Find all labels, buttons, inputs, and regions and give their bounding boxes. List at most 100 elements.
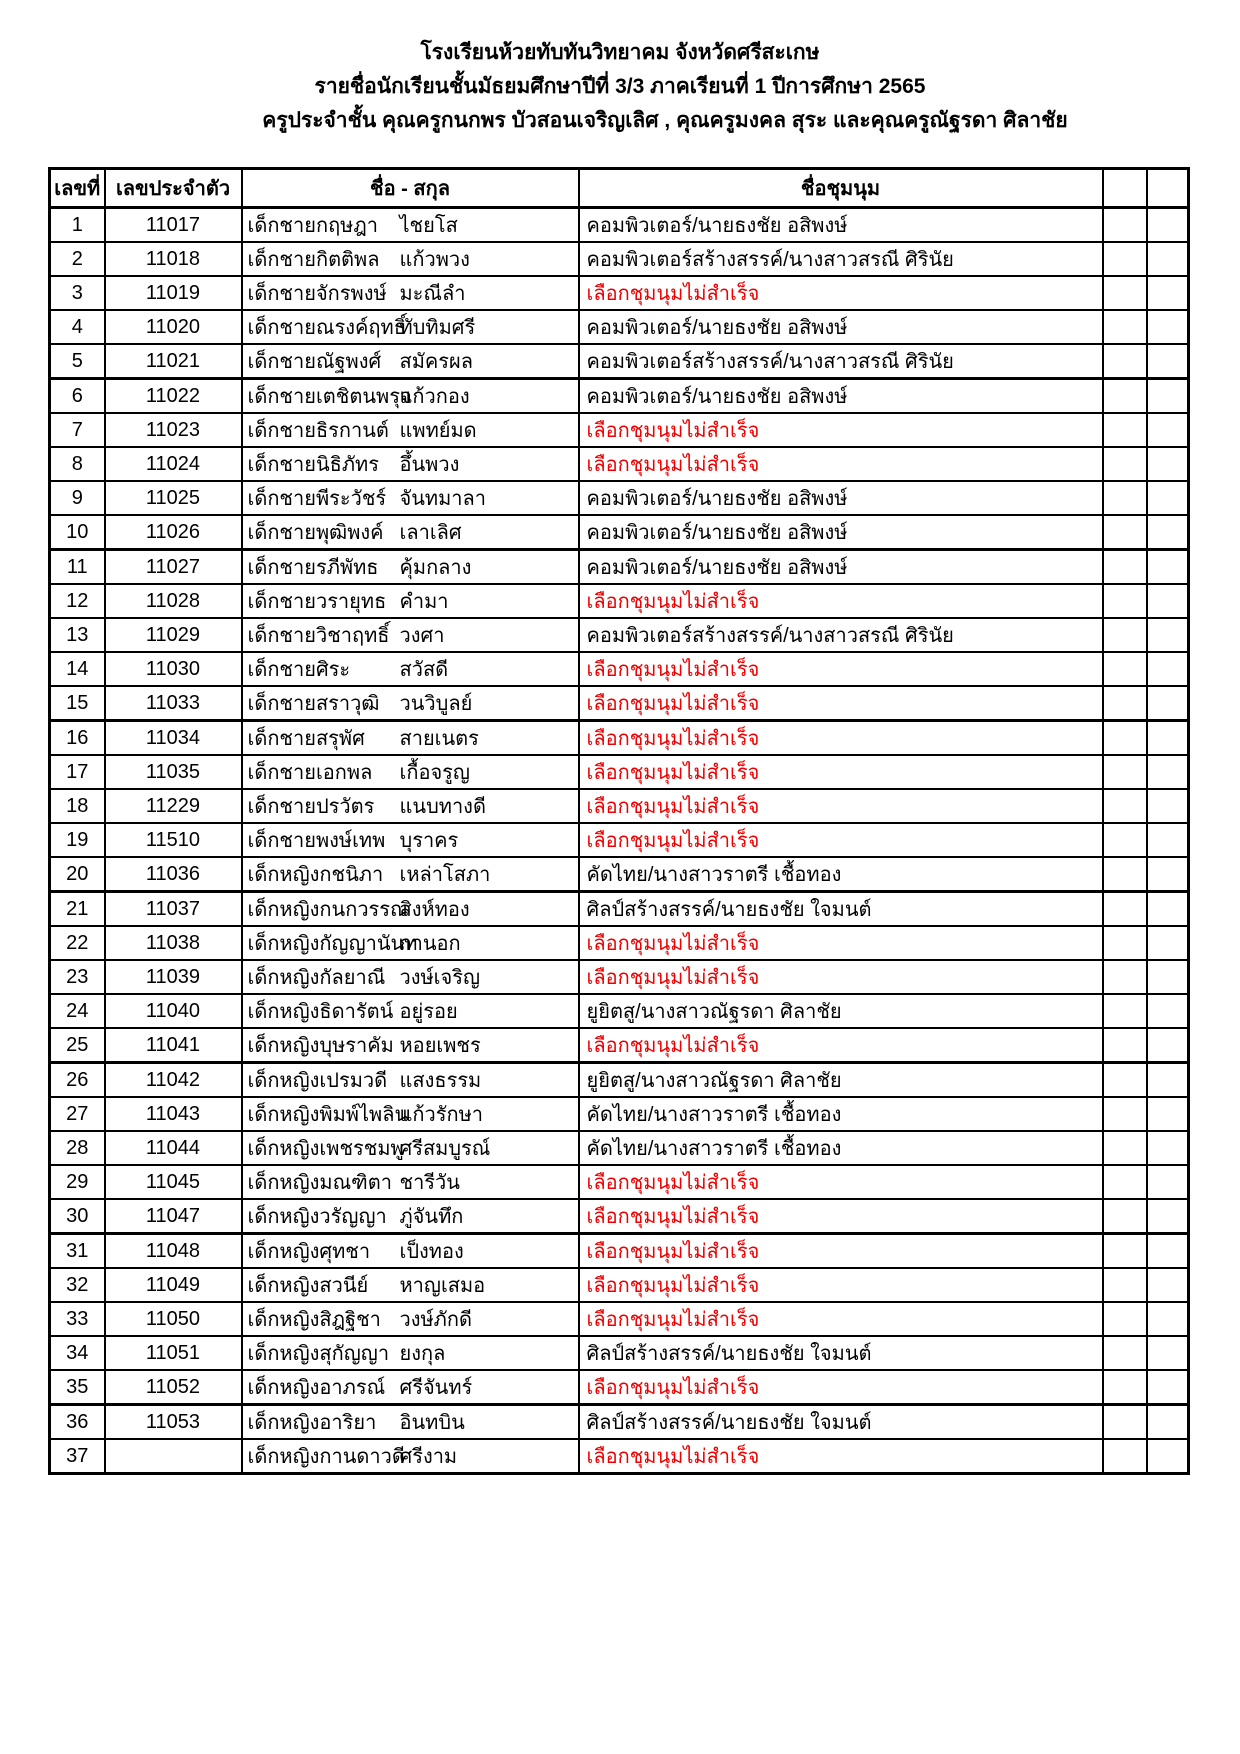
student-name: เด็กชายเอกพล เกื้อจรูญ [240,754,580,790]
empty-cell-2 [1145,309,1190,345]
last-name: วงษ์เจริญ [399,967,481,989]
last-name: เหล่าโสภา [399,864,491,886]
club-name: ศิลป์สร้างสรรค์/นายธงชัย ใจมนต์ [577,1403,1104,1440]
club-name: เลือกชุมนุมไม่สำเร็จ [577,1164,1104,1200]
empty-cell-1 [1101,241,1148,277]
student-name: เด็กหญิงธิดารัตน์ อยู่รอย [240,993,580,1029]
empty-cell-1 [1101,275,1148,311]
club-name: คอมพิวเตอร์/นายธงชัย อสิพงษ์ [577,514,1104,551]
student-name: เด็กชายวิชาฤทธิ์ วงศา [240,617,580,653]
student-name: เด็กหญิงอาริยา อินทบิน [240,1403,580,1440]
row-number: 11 [48,548,106,585]
student-name: เด็กหญิงสุกัญญา ยงกุล [240,1335,580,1371]
last-name: วนวิบูลย์ [399,693,473,715]
empty-cell-2 [1145,890,1190,927]
student-name: เด็กหญิงบุษราคัม หอยเพชร [240,1027,580,1064]
empty-cell-2 [1145,1267,1190,1303]
student-name: เด็กหญิงศุทชา เป็งทอง [240,1232,580,1269]
first-name: เด็กหญิงศุทชา [247,1241,371,1263]
table-row: 10 11026 เด็กชายพุฒิพงค์ เลาเลิศ คอมพิวเต… [48,514,1190,551]
student-name: เด็กชายจักรพงษ์ มะณีลำ [240,275,580,311]
first-name: เด็กชายปรวัตร [247,796,375,818]
row-number: 21 [48,890,106,927]
empty-cell-2 [1145,377,1190,414]
student-name: เด็กชายณัฐพงศ์ สมัครผล [240,343,580,380]
student-id: 11030 [103,651,243,687]
last-name: เกื้อจรูญ [399,762,470,784]
empty-cell-1 [1101,1027,1148,1064]
last-name: วงศา [399,625,445,647]
last-name: คำมา [399,591,449,613]
col-header-extra-1 [1101,167,1148,209]
student-id: 11043 [103,1096,243,1132]
empty-cell-2 [1145,754,1190,790]
row-number: 29 [48,1164,106,1200]
empty-cell-1 [1101,1301,1148,1337]
row-number: 20 [48,856,106,893]
last-name: อินทบิน [399,1412,465,1434]
row-number: 27 [48,1096,106,1132]
table-row: 3 11019 เด็กชายจักรพงษ์ มะณีลำ เลือกชุมนุ… [48,275,1190,311]
table-row: 27 11043 เด็กหญิงพิมพ์ไพลินแก้วรักษา คัด… [48,1096,1190,1132]
row-number: 1 [48,206,106,243]
student-roster-table: เลขที่ เลขประจำตัว ชื่อ - สกุล ชื่อชุมนุ… [48,167,1190,1475]
club-name: ศิลป์สร้างสรรค์/นายธงชัย ใจมนต์ [577,890,1104,927]
last-name: อยู่รอย [399,1001,458,1023]
student-name: เด็กชายพีระวัชร์ จันทมาลา [240,480,580,516]
header-row: เลขที่ เลขประจำตัว ชื่อ - สกุล ชื่อชุมนุ… [48,167,1190,209]
row-number: 26 [48,1061,106,1098]
table-row: 9 11025 เด็กชายพีระวัชร์ จันทมาลา คอมพิวเ… [48,480,1190,516]
last-name: จันทมาลา [399,488,486,510]
empty-cell-1 [1101,1438,1148,1475]
row-number: 10 [48,514,106,551]
table-row: 7 11023 เด็กชายธิรกานต์ แพทย์มด เลือกชุมน… [48,412,1190,448]
empty-cell-2 [1145,959,1190,995]
student-id: 11045 [103,1164,243,1200]
document-header: โรงเรียนห้วยทับทันวิทยาคม จังหวัดศรีสะเก… [0,36,1240,138]
table-row: 37 เด็กหญิงกานดาวดีศรีงาม เลือกชุมนุมไม่… [48,1438,1190,1475]
student-name: เด็กหญิงวรัญญา ภู่จันทึก [240,1198,580,1235]
first-name: เด็กชายพุฒิพงค์ [247,522,384,544]
last-name: ศรีงาม [399,1446,458,1468]
club-name: คอมพิวเตอร์สร้างสรรค์/นางสาวสรณี ศิรินัย [577,617,1104,653]
student-name: เด็กหญิงสิฎฐิชา วงษ์ภักดี [240,1301,580,1337]
empty-cell-2 [1145,822,1190,858]
last-name: แก้วกอง [399,386,470,408]
first-name: เด็กหญิงสิฎฐิชา [247,1309,381,1331]
table-row: 20 11036 เด็กหญิงกชนิภา เหล่าโสภา คัดไทย/… [48,856,1190,893]
empty-cell-2 [1145,1096,1190,1132]
student-id: 11048 [103,1232,243,1269]
first-name: เด็กชายวิชาฤทธิ์ [247,625,390,647]
empty-cell-2 [1145,1232,1190,1269]
student-id: 11037 [103,890,243,927]
last-name: สมัครผล [399,351,474,373]
first-name: เด็กชายณรงค์ฤทธิ์ [247,317,406,339]
row-number: 16 [48,719,106,756]
first-name: เด็กชายพีระวัชร์ [247,488,387,510]
row-number: 32 [48,1267,106,1303]
first-name: เด็กชายสรุพัศ [247,728,365,750]
first-name: เด็กหญิงสวนีย์ [247,1275,369,1297]
club-name: เลือกชุมนุมไม่สำเร็จ [577,1438,1104,1475]
empty-cell-1 [1101,651,1148,687]
table-row: 19 11510 เด็กชายพงษ์เทพ บุราคร เลือกชุมนุ… [48,822,1190,858]
first-name: เด็กหญิงกานดาวดี [247,1446,405,1468]
student-id: 11028 [103,583,243,619]
student-id: 11023 [103,412,243,448]
table-row: 26 11042 เด็กหญิงเปรมวดี แสงธรรม ยูยิตสู/… [48,1061,1190,1098]
first-name: เด็กชายณัฐพงศ์ [247,351,382,373]
class-title: รายชื่อนักเรียนชั้นมัธยมศึกษาปีที่ 3/3 ภ… [314,75,926,98]
student-id: 11026 [103,514,243,551]
last-name: คุ้มกลาง [399,557,472,579]
table-row: 36 11053 เด็กหญิงอาริยา อินทบิน ศิลป์สร้า… [48,1403,1190,1440]
club-name: เลือกชุมนุมไม่สำเร็จ [577,685,1104,722]
club-name: เลือกชุมนุมไม่สำเร็จ [577,1267,1104,1303]
club-name: ศิลป์สร้างสรรค์/นายธงชัย ใจมนต์ [577,1335,1104,1371]
student-id: 11047 [103,1198,243,1235]
student-id: 11049 [103,1267,243,1303]
empty-cell-2 [1145,583,1190,619]
table-row: 34 11051 เด็กหญิงสุกัญญา ยงกุล ศิลป์สร้าง… [48,1335,1190,1371]
last-name: เป็งทอง [399,1241,464,1263]
empty-cell-1 [1101,1198,1148,1235]
empty-cell-2 [1145,993,1190,1029]
